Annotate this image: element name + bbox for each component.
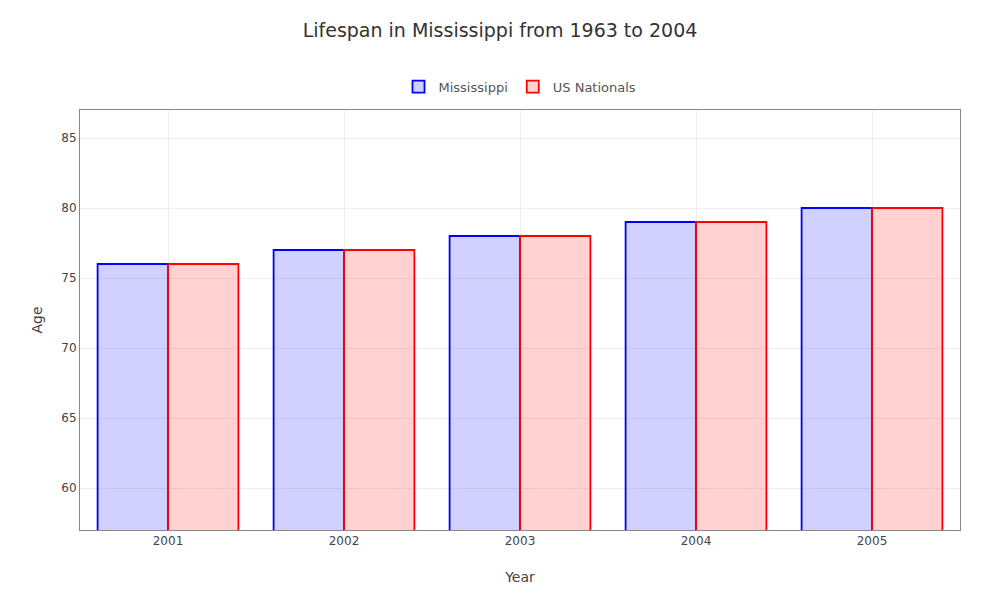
svg-text:2001: 2001 [153,534,184,548]
svg-text:65: 65 [61,411,76,425]
svg-text:2002: 2002 [329,534,360,548]
svg-text:Year: Year [504,569,535,585]
svg-text:80: 80 [61,201,76,215]
svg-text:Age: Age [29,306,45,333]
svg-text:85: 85 [61,131,76,145]
svg-text:2003: 2003 [505,534,536,548]
svg-text:2004: 2004 [681,534,712,548]
svg-text:Mississippi: Mississippi [439,80,508,95]
svg-text:Lifespan in Mississippi from 1: Lifespan in Mississippi from 1963 to 200… [303,19,698,41]
svg-text:70: 70 [61,341,76,355]
svg-text:60: 60 [61,481,76,495]
svg-text:2005: 2005 [857,534,888,548]
svg-text:75: 75 [61,271,76,285]
svg-text:US Nationals: US Nationals [553,80,636,95]
